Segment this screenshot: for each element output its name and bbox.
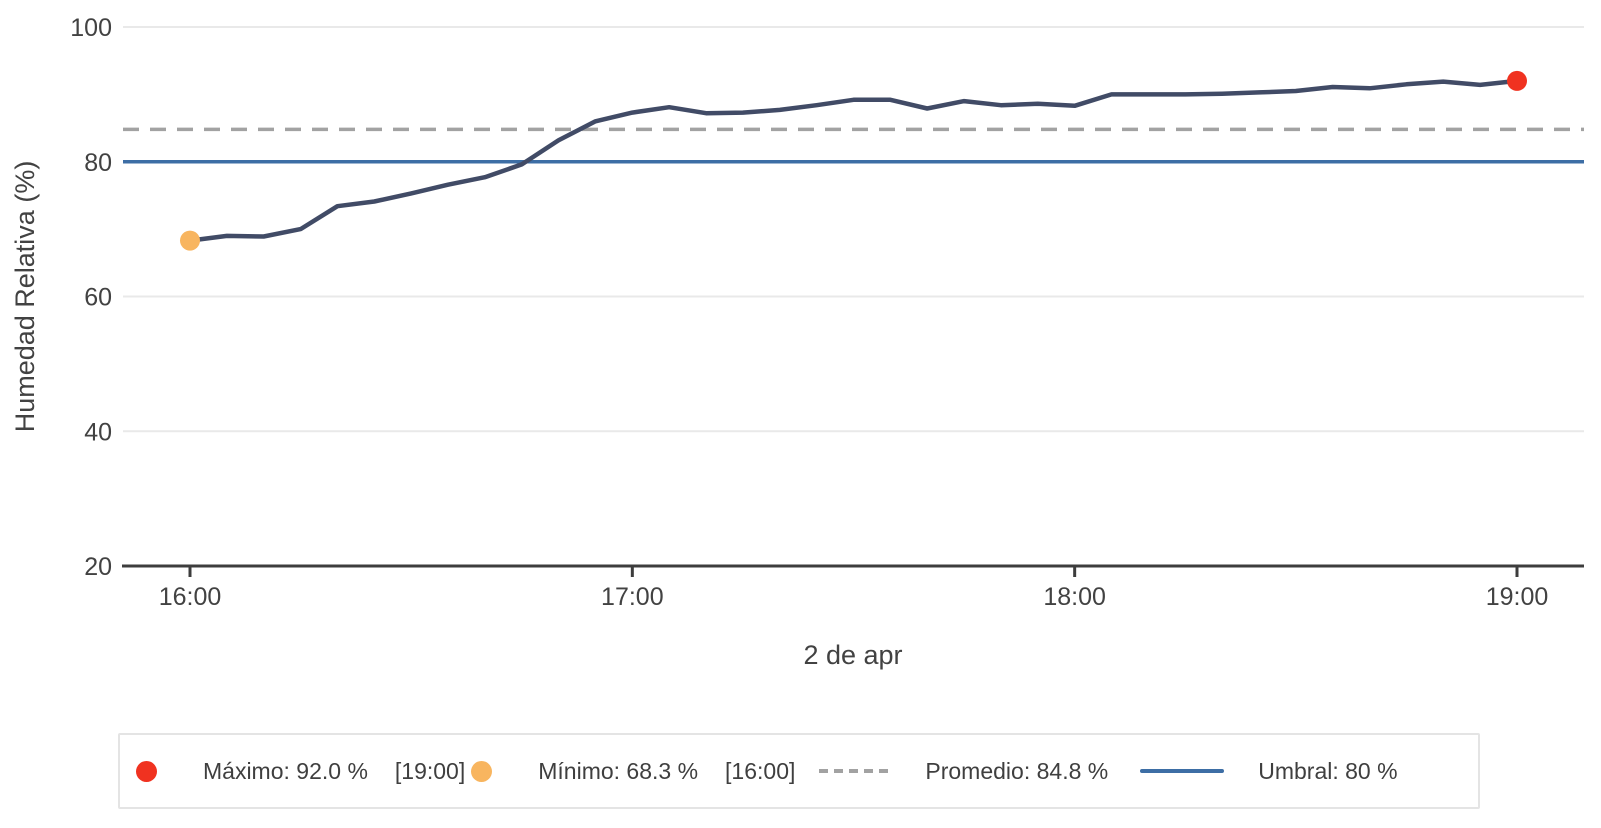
x-tick-label: 16:00 bbox=[159, 583, 222, 611]
legend-label-promedio: Promedio: 84.8 % bbox=[925, 757, 1109, 784]
min-marker-icon bbox=[471, 760, 493, 782]
y-tick-label: 100 bbox=[70, 14, 112, 42]
dashed-line-icon bbox=[819, 769, 892, 773]
chart-canvas: 100 80 60 40 20 16:00 17:00 18:00 19:00 Humedad R… bbox=[10, 14, 1584, 670]
x-axis-title: 2 de apr bbox=[803, 640, 902, 670]
x-tick-label: 17:00 bbox=[601, 583, 664, 611]
y-tick-label: 20 bbox=[84, 553, 112, 581]
legend-label-minimo: Mínimo: 68.3 % bbox=[538, 757, 699, 784]
legend-label-umbral: Umbral: 80 % bbox=[1258, 757, 1398, 784]
solid-line-icon bbox=[1140, 769, 1225, 773]
legend-time-maximo: [19:00] bbox=[394, 757, 466, 784]
y-tick-label: 80 bbox=[84, 149, 112, 177]
legend-item-umbral[interactable]: Umbral: 80 % bbox=[1140, 757, 1398, 785]
min-point-marker bbox=[180, 230, 200, 251]
max-point-marker bbox=[1507, 70, 1527, 91]
legend-item-maximo[interactable]: Máximo: 92.0 % [19:00] bbox=[136, 758, 465, 785]
max-marker-icon bbox=[136, 760, 157, 782]
legend-time-minimo: [16:00] bbox=[725, 757, 796, 784]
y-tick-label: 40 bbox=[84, 418, 112, 446]
humidity-series-line bbox=[187, 78, 1520, 243]
legend-label-maximo: Máximo: 92.0 % bbox=[203, 757, 368, 784]
chart-legend: Máximo: 92.0 % [19:00] Mínimo: 68.3 % [1… bbox=[118, 733, 1480, 809]
y-axis-title: Humedad Relativa (%) bbox=[10, 161, 40, 433]
x-tick-label: 18:00 bbox=[1043, 583, 1106, 611]
legend-item-minimo[interactable]: Mínimo: 68.3 % [16:00] bbox=[471, 758, 795, 785]
x-tick-label: 19:00 bbox=[1486, 583, 1549, 611]
y-tick-label: 60 bbox=[84, 284, 112, 312]
legend-item-promedio[interactable]: Promedio: 84.8 % bbox=[819, 758, 1108, 785]
